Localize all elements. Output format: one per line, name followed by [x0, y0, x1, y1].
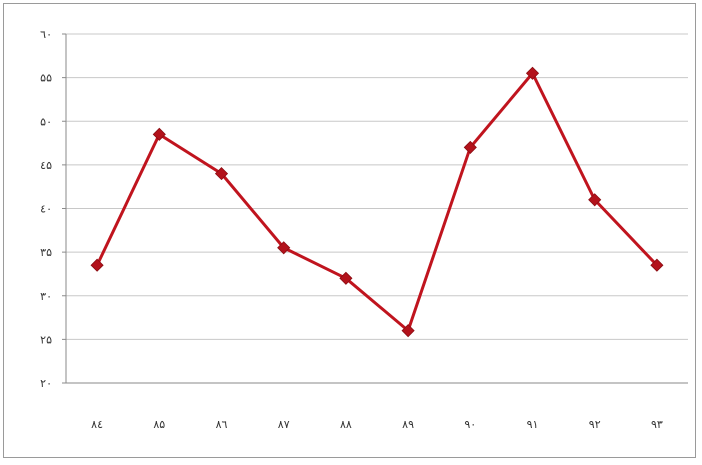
y-tick-label: ٦۰	[40, 28, 52, 41]
data-point-marker	[214, 167, 229, 181]
x-axis-tick-labels: ۸٤ ۸۵ ۸٦ ۸۷ ۸۸ ۸۹ ۹۰ ۹۱ ۹۲ ۹۳	[91, 418, 663, 431]
x-tick-label: ۸٤	[91, 418, 103, 431]
x-tick-label: ۸٦	[216, 418, 228, 431]
y-tick-label: ۳۵	[40, 246, 52, 259]
y-tick-label: ۲۰	[40, 377, 52, 390]
data-point-marker	[339, 271, 353, 285]
x-tick-label: ۸۹	[402, 418, 414, 431]
axes	[62, 33, 688, 384]
x-tick-label: ۹۱	[527, 418, 539, 431]
data-point-marker	[463, 140, 477, 154]
data-point-marker	[650, 258, 664, 272]
y-tick-label: ٤۵	[40, 159, 52, 172]
data-series	[90, 66, 664, 338]
data-point-marker	[588, 193, 602, 207]
series-line	[95, 71, 658, 333]
line-chart: ۲۰ ۲۵ ۳۰ ۳۵ ٤۰ ٤۵ ۵۰ ۵۵ ٦۰ ۸٤ ۸۵ ۸٦ ۸۷ ۸۸ ۸۹ ۹۰ ۹۱ ۹۲ ۹۳	[40, 28, 688, 431]
x-tick-label: ۸۵	[153, 418, 165, 431]
grid-lines	[66, 33, 688, 340]
y-axis-tick-labels: ۲۰ ۲۵ ۳۰ ۳۵ ٤۰ ٤۵ ۵۰ ۵۵ ٦۰	[40, 28, 52, 390]
x-tick-label: ۹۳	[651, 418, 663, 431]
x-tick-label: ۸۸	[340, 418, 352, 431]
y-tick-label: ۲۵	[40, 333, 52, 346]
data-point-marker	[277, 241, 291, 255]
y-tick-label: ۵۰	[40, 115, 52, 128]
x-tick-label: ۹۲	[589, 418, 601, 431]
data-point-marker	[525, 66, 540, 80]
data-point-marker	[152, 127, 166, 141]
data-point-marker	[90, 258, 104, 272]
data-point-marker	[401, 324, 415, 338]
x-tick-label: ۹۰	[464, 418, 476, 431]
y-tick-label: ۳۰	[40, 290, 52, 303]
chart-frame: ۲۰ ۲۵ ۳۰ ۳۵ ٤۰ ٤۵ ۵۰ ۵۵ ٦۰ ۸٤ ۸۵ ۸٦ ۸۷ ۸۸ ۸۹ ۹۰ ۹۱ ۹۲ ۹۳	[3, 3, 696, 458]
y-tick-label: ۵۵	[40, 72, 52, 85]
y-tick-label: ٤۰	[40, 203, 52, 216]
x-tick-label: ۸۷	[278, 418, 290, 431]
